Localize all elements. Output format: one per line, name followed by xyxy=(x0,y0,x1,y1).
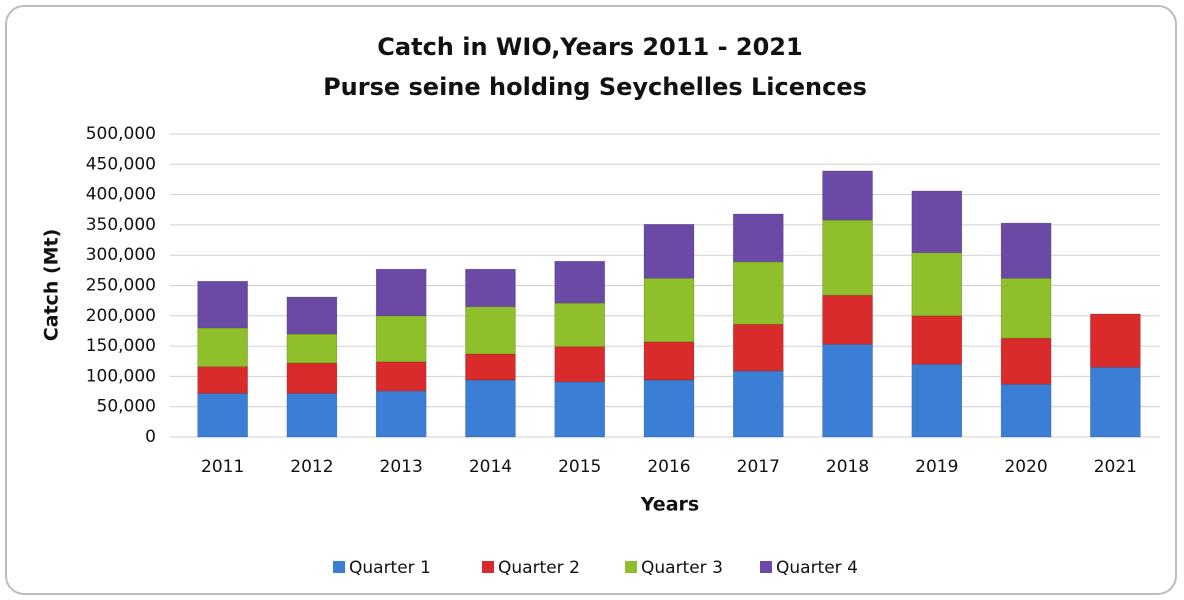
bar-segment xyxy=(286,393,338,438)
legend-label: Quarter 3 xyxy=(641,558,723,578)
bar-segment xyxy=(554,260,606,304)
x-tick-label: 2016 xyxy=(647,457,690,477)
bar-segment xyxy=(197,280,248,329)
y-tick-label: 0 xyxy=(145,427,156,447)
bar-segment xyxy=(375,390,427,438)
bar-segment xyxy=(286,362,338,394)
bar-segment xyxy=(554,381,606,438)
bar-segment xyxy=(1000,383,1052,438)
x-tick-label: 2020 xyxy=(1004,457,1047,477)
x-tick-label: 2014 xyxy=(469,457,512,477)
bar-segment xyxy=(643,341,695,381)
bar-segment xyxy=(197,366,248,394)
y-tick-label: 50,000 xyxy=(97,397,156,417)
x-tick-label: 2019 xyxy=(915,457,958,477)
x-tick-label: 2021 xyxy=(1094,457,1137,477)
bar-segment xyxy=(286,296,338,335)
legend-label: Quarter 2 xyxy=(498,558,580,578)
legend-swatch xyxy=(482,561,494,573)
x-axis-title: Years xyxy=(640,494,699,516)
bar-segment xyxy=(1000,277,1052,339)
y-tick-label: 250,000 xyxy=(86,276,156,296)
bar-segment xyxy=(1090,313,1141,368)
bar-segment xyxy=(732,370,784,438)
x-tick-label: 2012 xyxy=(290,457,333,477)
bar-segment xyxy=(643,223,695,279)
bar-segment xyxy=(822,170,873,221)
legend-label: Quarter 1 xyxy=(349,558,431,578)
bar-segment xyxy=(465,379,516,438)
bar-segment xyxy=(1000,337,1052,385)
bar-segment xyxy=(465,353,516,381)
bar-segment xyxy=(197,327,248,368)
bar-segment xyxy=(1090,367,1141,438)
bar-segment xyxy=(197,393,248,438)
bar-segment xyxy=(554,346,606,383)
bar-segment xyxy=(643,379,695,438)
legend-swatch xyxy=(333,561,345,573)
y-tick-label: 200,000 xyxy=(86,306,156,326)
y-tick-label: 350,000 xyxy=(86,215,156,235)
bar-segment xyxy=(732,323,784,372)
y-axis-title: Catch (Mt) xyxy=(41,229,63,342)
legend-swatch xyxy=(760,561,772,573)
bar-segment xyxy=(1000,222,1052,279)
bar-segment xyxy=(375,315,427,363)
x-tick-label: 2013 xyxy=(380,457,423,477)
bar-segment xyxy=(465,306,516,355)
bar-segment xyxy=(465,268,516,308)
y-tick-label: 500,000 xyxy=(86,124,156,144)
x-tick-label: 2018 xyxy=(826,457,869,477)
y-tick-label: 150,000 xyxy=(86,336,156,356)
x-tick-label: 2017 xyxy=(737,457,780,477)
bar-segment xyxy=(822,294,873,345)
bar-segment xyxy=(911,315,963,365)
chart-title: Catch in WIO,Years 2011 - 2021 xyxy=(377,33,802,61)
legend-label: Quarter 4 xyxy=(776,558,858,578)
x-tick-label: 2011 xyxy=(201,457,244,477)
bar-segment xyxy=(554,302,606,348)
bar-segment xyxy=(822,343,873,438)
bar-segment xyxy=(911,190,963,254)
y-tick-label: 100,000 xyxy=(86,366,156,386)
bar-segment xyxy=(911,252,963,317)
legend-swatch xyxy=(625,561,637,573)
y-tick-label: 400,000 xyxy=(86,185,156,205)
bar-segment xyxy=(732,261,784,325)
bar-segment xyxy=(732,213,784,263)
bar-segment xyxy=(643,277,695,343)
bar-segment xyxy=(375,361,427,392)
bar-segment xyxy=(375,268,427,317)
x-tick-label: 2015 xyxy=(558,457,601,477)
bar-segment xyxy=(822,219,873,296)
y-tick-label: 300,000 xyxy=(86,245,156,265)
y-tick-label: 450,000 xyxy=(86,154,156,174)
bar-segment xyxy=(286,333,338,364)
bar-segment xyxy=(911,363,963,438)
chart-subtitle: Purse seine holding Seychelles Licences xyxy=(323,73,867,101)
